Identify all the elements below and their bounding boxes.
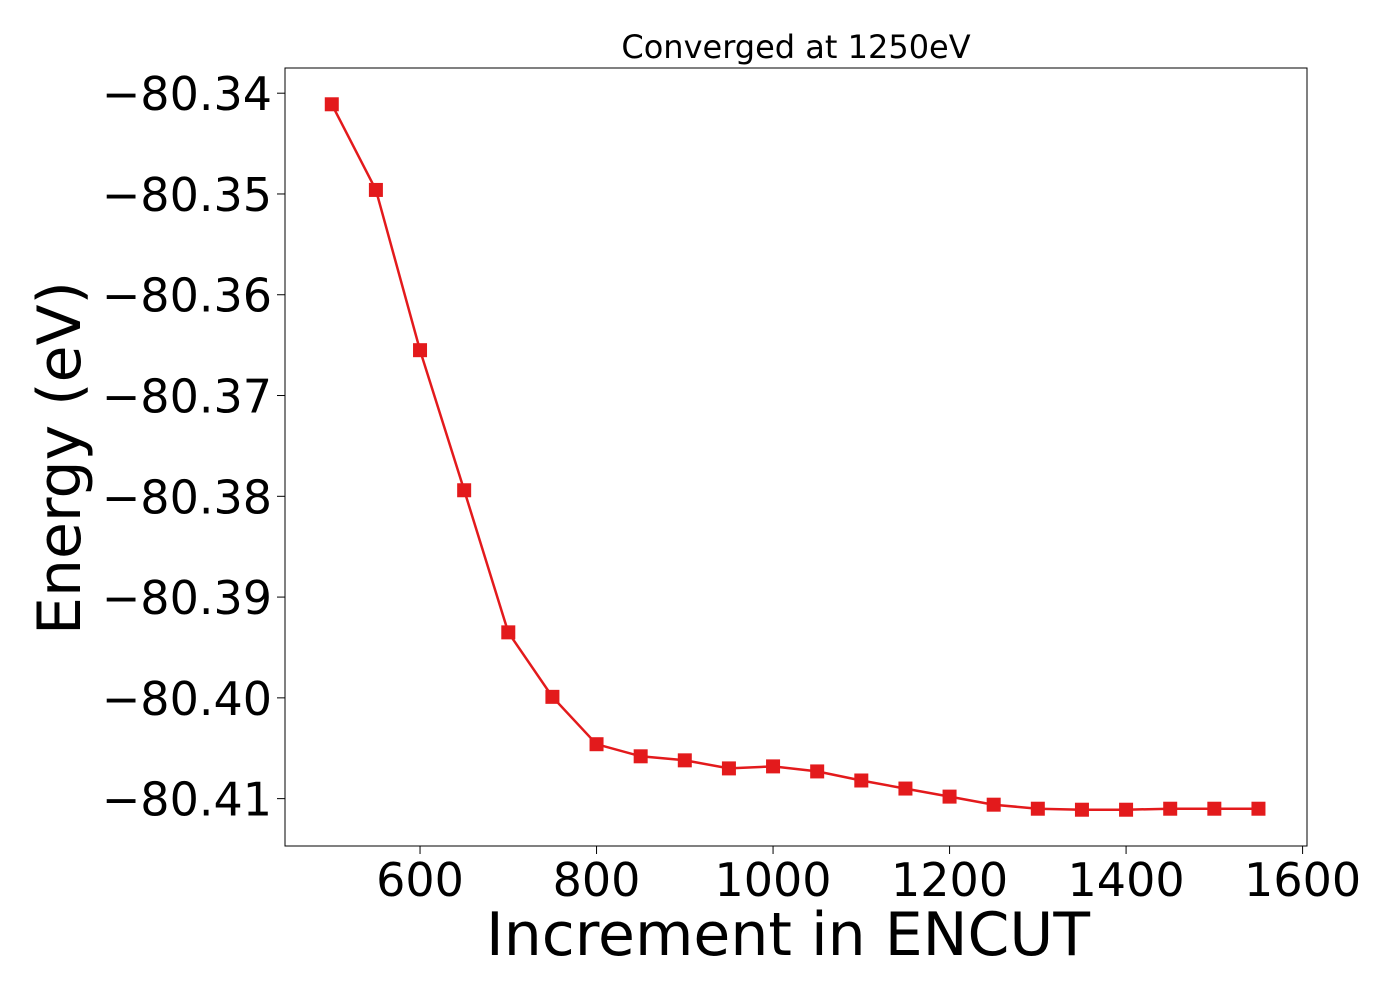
chart-title: Converged at 1250eV	[621, 28, 970, 66]
x-axis-label: Increment in ENCUT	[486, 900, 1090, 970]
y-tick-label: −80.37	[102, 370, 272, 424]
data-point	[545, 689, 560, 704]
y-tick-label: −80.40	[102, 672, 272, 726]
y-tick-label: −80.34	[102, 67, 272, 121]
y-axis-label: Energy (eV)	[25, 281, 95, 635]
x-tick-label: 600	[376, 853, 464, 907]
plot-frame	[284, 67, 1308, 847]
x-tick-label: 1200	[891, 853, 1008, 907]
data-point	[942, 789, 957, 804]
x-tick-label: 1600	[1244, 853, 1361, 907]
data-point	[1030, 801, 1045, 816]
data-point	[413, 343, 428, 358]
data-point	[1251, 801, 1266, 816]
data-point	[677, 753, 692, 768]
series-layer	[324, 97, 1266, 817]
y-tick-label: −80.41	[102, 773, 272, 827]
plot-area	[284, 67, 1308, 847]
data-point	[633, 749, 648, 764]
data-point	[368, 182, 383, 197]
y-tick-label: −80.36	[102, 269, 272, 323]
data-point	[854, 773, 869, 788]
x-tick-label: 1400	[1068, 853, 1185, 907]
y-tick-label: −80.35	[102, 168, 272, 222]
data-point	[501, 625, 516, 640]
data-point	[766, 759, 781, 774]
x-tick-label: 1000	[715, 853, 832, 907]
data-point	[898, 781, 913, 796]
data-point	[1163, 801, 1178, 816]
y-axis: −80.34 −80.35 −80.36 −80.37 −80.38 −80.39 −80.…	[102, 67, 285, 827]
data-point	[1074, 802, 1089, 817]
data-point	[457, 483, 472, 498]
data-point	[986, 797, 1001, 812]
data-point	[324, 97, 339, 112]
x-axis: 600 800 1000 1200 1400 1600	[376, 846, 1361, 907]
data-point	[1119, 802, 1134, 817]
y-tick-label: −80.39	[102, 571, 272, 625]
data-point	[589, 737, 604, 752]
y-tick-label: −80.38	[102, 470, 272, 524]
series-line	[330, 103, 1259, 811]
data-point	[810, 764, 825, 779]
data-point	[721, 761, 736, 776]
x-tick-label: 800	[553, 853, 641, 907]
data-point	[1207, 801, 1222, 816]
